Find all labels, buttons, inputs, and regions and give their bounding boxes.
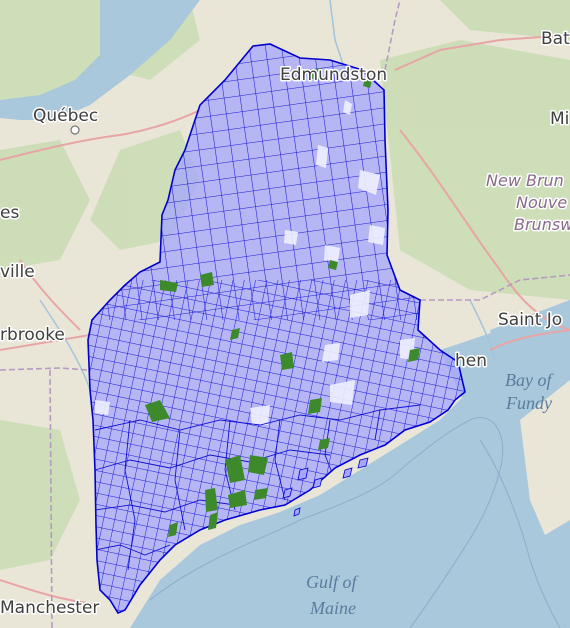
- nova-scotia-land: [520, 380, 570, 535]
- gulf-of-maine: [130, 318, 570, 628]
- rivers: [39, 0, 496, 391]
- quebec-marker: [70, 125, 80, 135]
- label-fundy: Fundy: [505, 393, 552, 413]
- label-ville: ville: [0, 262, 35, 282]
- label-bay-of: Bay of: [505, 370, 554, 390]
- label-sherbrooke: rbrooke: [0, 325, 65, 345]
- coastal-islands: [282, 457, 369, 517]
- label-saint-john: Saint Jo: [498, 310, 562, 330]
- label-edmundston: Edmundston: [280, 65, 387, 85]
- bathymetry-lines: [149, 416, 561, 628]
- roads: [0, 34, 570, 606]
- label-mi: Mi: [550, 109, 569, 129]
- map-labels: Québec Edmundston Bat Mi es ville rbrook…: [0, 28, 570, 620]
- bay-of-fundy: [490, 300, 570, 410]
- label-manchester: Manchester: [0, 598, 99, 618]
- label-nouveau: Nouve: [516, 193, 567, 212]
- label-es: es: [0, 203, 19, 223]
- label-quebec: Québec: [33, 106, 98, 126]
- label-st-stephen: hen: [455, 351, 487, 371]
- forest-areas: [0, 0, 570, 570]
- label-new-brunswick: New Brun: [486, 171, 564, 190]
- conservation-lands: [145, 68, 420, 537]
- label-bat: Bat: [541, 29, 570, 49]
- st-lawrence-river: [0, 0, 200, 120]
- label-brunswick-fr: Brunsw: [514, 215, 570, 234]
- unorganized-areas: [95, 100, 415, 425]
- label-maine: Maine: [309, 598, 356, 618]
- label-gulf-of: Gulf of: [306, 572, 360, 592]
